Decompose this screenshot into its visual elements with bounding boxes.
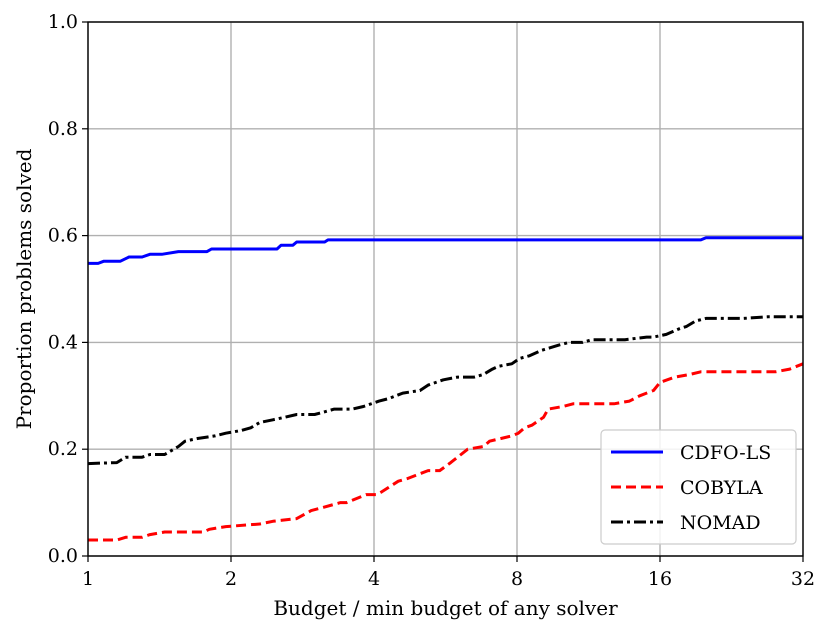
x-tick-label: 16: [648, 568, 672, 590]
x-tick-label: 32: [791, 568, 815, 590]
series-line-nomad: [87, 315, 803, 466]
x-axis-label: Budget / min budget of any solver: [273, 596, 618, 620]
series-lines: [87, 236, 804, 542]
y-tick-label: 0.6: [48, 225, 78, 247]
x-tick-label: 8: [511, 568, 523, 590]
x-tick-label: 2: [225, 568, 237, 590]
legend: CDFO-LS COBYLA NOMAD: [600, 429, 797, 545]
axis-ticks: 1 2 4 8 16 32 0.0 0.2 0.4 0.6 0.8 1.0: [48, 11, 815, 590]
x-tick-label: 4: [368, 568, 380, 590]
x-tick-label: 1: [82, 568, 94, 590]
legend-label: COBYLA: [680, 477, 763, 499]
y-tick-label: 0.0: [48, 545, 78, 567]
y-tick-label: 0.4: [48, 331, 78, 353]
y-tick-label: 1.0: [48, 11, 78, 33]
series-line-cobyla: [88, 362, 804, 542]
legend-box: [600, 429, 797, 545]
legend-label: CDFO-LS: [680, 442, 771, 464]
y-tick-label: 0.8: [48, 118, 78, 140]
y-tick-label: 0.2: [48, 438, 78, 460]
legend-label: NOMAD: [680, 512, 761, 534]
plot-frame: [87, 21, 804, 557]
series-line-cdfo-ls: [88, 236, 803, 265]
y-axis-label: Proportion problems solved: [12, 148, 36, 429]
